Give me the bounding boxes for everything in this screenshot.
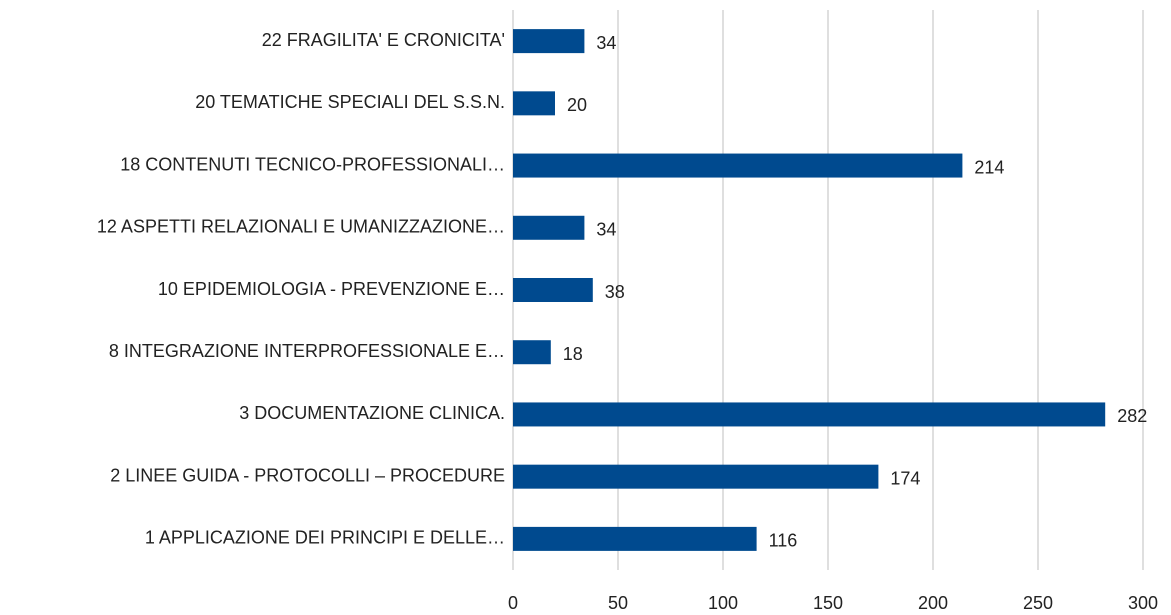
x-tick-label: 250	[1023, 593, 1053, 613]
y-tick-label: 1 APPLICAZIONE DEI PRINCIPI E DELLE…	[145, 528, 505, 548]
x-tick-label: 50	[608, 593, 628, 613]
data-label: 38	[605, 282, 625, 302]
bar	[513, 215, 585, 240]
data-label: 34	[596, 220, 616, 240]
y-tick-label: 12 ASPETTI RELAZIONALI E UMANIZZAZIONE…	[97, 217, 505, 237]
y-tick-label: 2 LINEE GUIDA - PROTOCOLLI – PROCEDURE	[110, 465, 505, 485]
data-label: 214	[974, 157, 1004, 177]
y-tick-label: 10 EPIDEMIOLOGIA - PREVENZIONE E…	[158, 279, 505, 299]
y-tick-label: 18 CONTENUTI TECNICO-PROFESSIONALI…	[120, 154, 505, 174]
bar	[513, 153, 963, 178]
bar	[513, 340, 551, 365]
x-tick-label: 200	[918, 593, 948, 613]
bar	[513, 29, 585, 54]
bar	[513, 91, 555, 116]
y-tick-label: 8 INTEGRAZIONE INTERPROFESSIONALE E…	[109, 341, 505, 361]
data-label: 116	[769, 531, 798, 551]
x-tick-label: 100	[708, 593, 738, 613]
bar	[513, 402, 1106, 427]
x-tick-label: 0	[508, 593, 518, 613]
bar	[513, 526, 757, 551]
data-label: 20	[567, 95, 587, 115]
data-label: 282	[1117, 406, 1147, 426]
data-label: 174	[890, 468, 920, 488]
bar	[513, 464, 879, 489]
y-tick-label: 22 FRAGILITA' E CRONICITA'	[262, 30, 505, 50]
x-tick-label: 300	[1128, 593, 1158, 613]
y-tick-label: 3 DOCUMENTAZIONE CLINICA.	[239, 403, 505, 423]
x-tick-label: 150	[813, 593, 843, 613]
data-label: 34	[596, 33, 616, 53]
data-label: 18	[563, 344, 583, 364]
bar	[513, 278, 593, 302]
y-tick-label: 20 TEMATICHE SPECIALI DEL S.S.N.	[195, 92, 505, 112]
